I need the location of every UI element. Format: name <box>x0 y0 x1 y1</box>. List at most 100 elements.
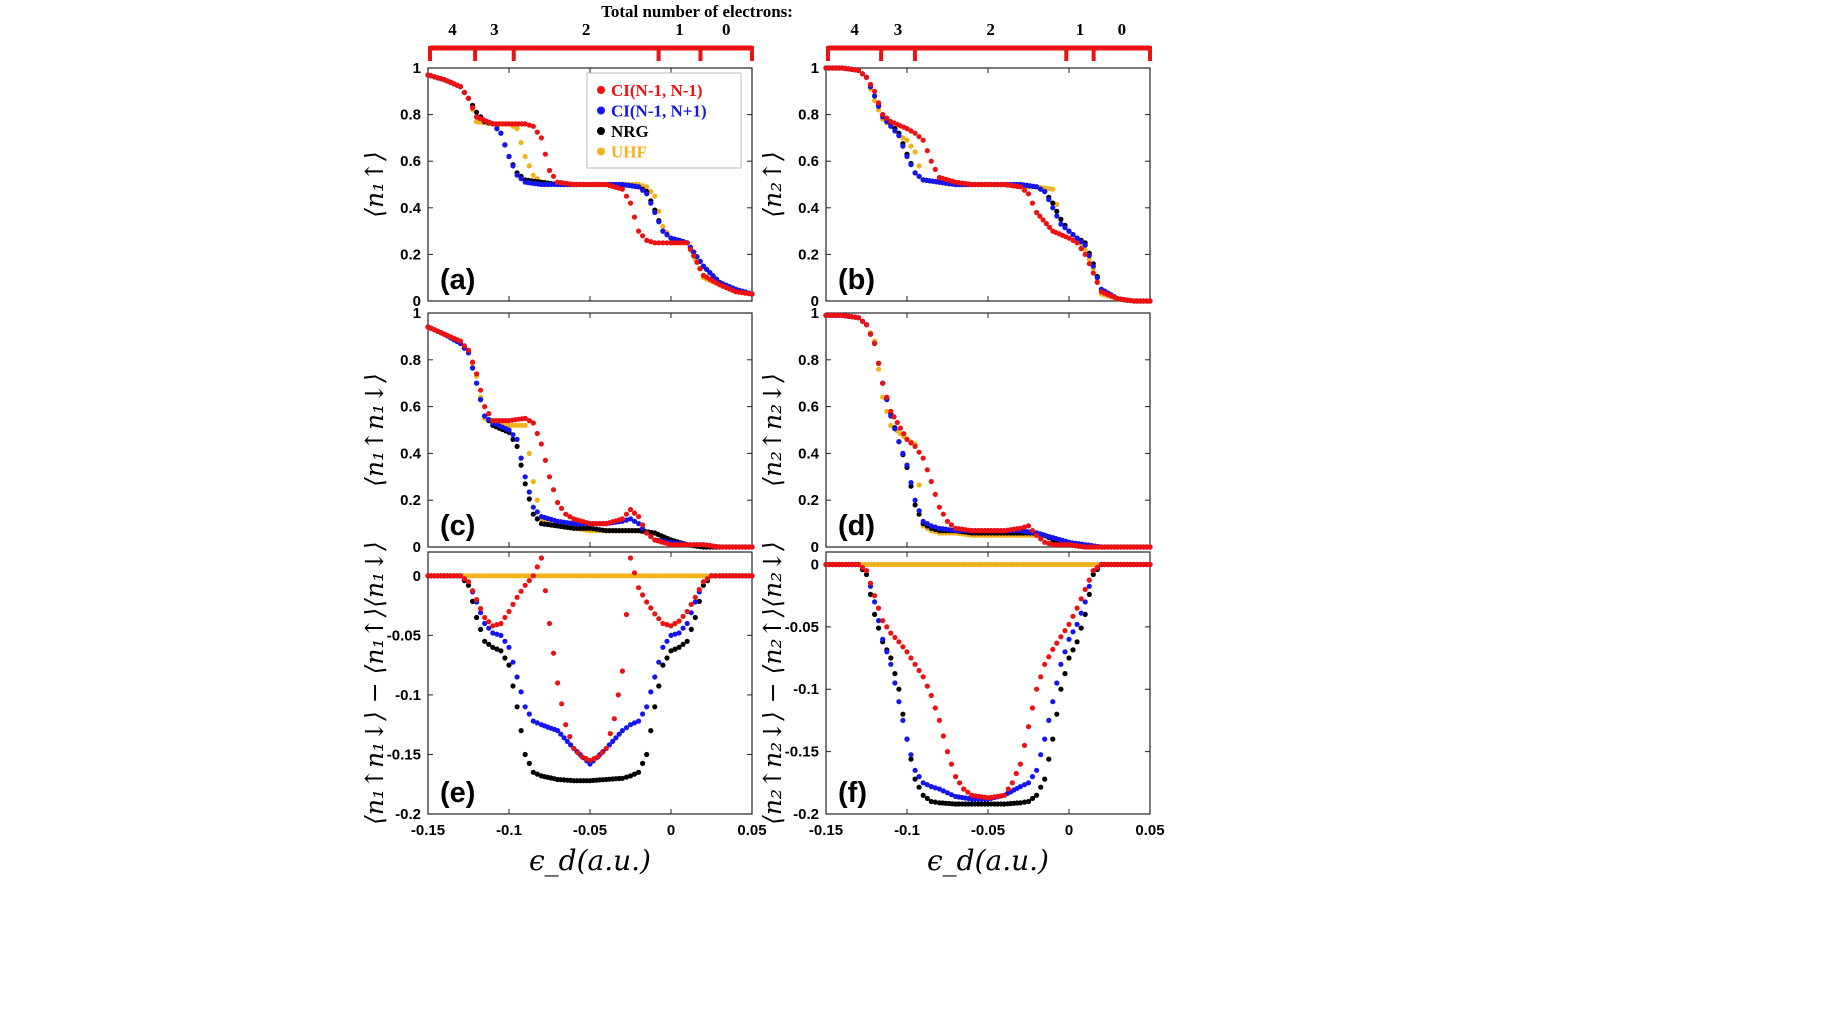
data-point <box>534 129 540 135</box>
data-point <box>892 426 898 432</box>
data-point <box>1050 699 1056 705</box>
data-point <box>644 530 650 536</box>
data-point <box>1054 213 1060 219</box>
data-point <box>470 105 476 111</box>
data-point <box>867 81 874 87</box>
data-point <box>514 594 520 600</box>
data-point <box>908 162 914 168</box>
data-point <box>1066 235 1072 241</box>
legend-entry: UHF <box>611 143 647 162</box>
data-point <box>1038 752 1044 758</box>
data-point <box>457 573 463 579</box>
region-label: 3 <box>894 20 903 39</box>
data-point <box>486 416 492 423</box>
data-point <box>900 644 906 650</box>
data-point <box>876 605 882 611</box>
data-point <box>697 266 703 272</box>
data-point <box>656 208 662 214</box>
data-point <box>1074 605 1080 611</box>
y-tick-label: 0.4 <box>400 200 422 217</box>
data-point <box>478 387 484 393</box>
data-point <box>660 620 666 627</box>
data-point <box>1074 639 1080 645</box>
data-point <box>664 638 670 644</box>
data-point <box>606 742 613 748</box>
data-point <box>1086 583 1092 589</box>
data-point <box>1086 577 1092 583</box>
data-point <box>648 188 654 195</box>
data-point <box>896 639 902 645</box>
data-point <box>932 524 938 530</box>
data-point <box>627 200 634 206</box>
data-point <box>530 573 536 579</box>
data-point <box>1054 208 1060 214</box>
data-point <box>908 480 914 486</box>
data-point <box>900 135 906 141</box>
y-tick-label: -0.05 <box>387 627 421 644</box>
data-point <box>470 598 476 605</box>
data-point <box>900 450 906 456</box>
panel-label: (b) <box>838 264 875 296</box>
data-point <box>502 638 508 644</box>
data-point <box>920 780 926 786</box>
data-point <box>672 646 678 652</box>
data-point <box>615 692 621 698</box>
data-point <box>1046 197 1052 203</box>
data-point <box>944 790 951 796</box>
data-point <box>644 184 650 190</box>
data-point <box>691 253 697 259</box>
data-point <box>1017 784 1024 790</box>
data-point <box>896 439 902 445</box>
data-point <box>936 504 943 510</box>
data-point <box>928 478 934 485</box>
data-point <box>510 163 516 169</box>
data-point <box>1090 263 1096 269</box>
data-point <box>522 153 528 160</box>
legend-entry: CI(N-1, N-1) <box>611 81 703 100</box>
data-point <box>502 614 508 621</box>
data-point <box>538 135 545 141</box>
data-point <box>694 259 700 265</box>
data-point <box>1094 279 1100 285</box>
data-point <box>859 71 866 77</box>
data-point <box>579 754 585 760</box>
data-point <box>1034 767 1040 773</box>
data-point <box>652 674 658 680</box>
data-point <box>896 699 902 705</box>
data-point <box>627 722 634 728</box>
data-point <box>908 440 914 446</box>
data-point <box>904 649 910 655</box>
data-point <box>1029 795 1036 802</box>
data-point <box>555 728 561 734</box>
data-point <box>924 148 930 154</box>
data-point <box>872 599 878 605</box>
data-point <box>904 153 910 160</box>
data-point <box>550 487 557 493</box>
data-point <box>1042 736 1048 742</box>
data-point <box>660 240 666 246</box>
legend-marker <box>597 86 605 94</box>
data-point <box>636 228 642 234</box>
data-point <box>640 233 646 239</box>
data-point <box>676 618 682 624</box>
data-point <box>522 121 528 127</box>
y-tick-label: 0.2 <box>400 492 421 509</box>
data-point <box>542 151 549 157</box>
data-point <box>916 449 922 455</box>
data-point <box>530 504 536 510</box>
data-point <box>546 474 553 480</box>
data-point <box>928 784 934 790</box>
data-point <box>644 751 650 758</box>
data-point <box>912 502 918 508</box>
data-point <box>470 588 476 594</box>
data-point <box>478 397 484 403</box>
panel-a: 00.20.40.60.81(a)⟨n₁↑⟩4 3 2 1 0CI(N-1, N-1)C… <box>360 20 755 310</box>
region-label: 3 <box>490 20 499 39</box>
data-point <box>616 731 622 737</box>
data-point <box>884 408 890 414</box>
data-point <box>680 613 686 619</box>
data-point <box>613 735 619 741</box>
region-label: 1 <box>1076 20 1085 39</box>
data-point <box>688 626 694 633</box>
data-point <box>1034 792 1040 798</box>
